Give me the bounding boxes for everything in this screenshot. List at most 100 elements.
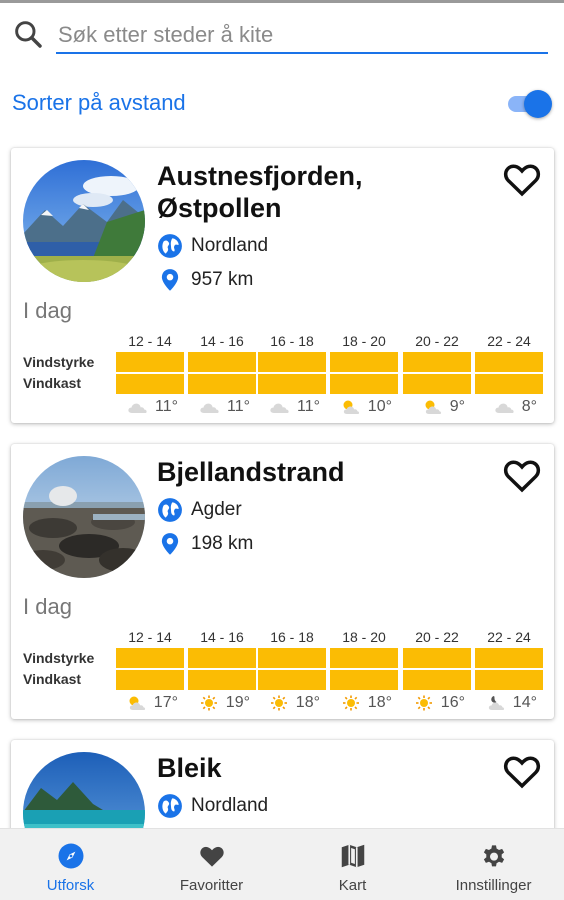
forecast-slot: 22 - 24 8°: [475, 332, 543, 418]
wind-gust-bar: [116, 670, 184, 690]
cloud-icon: [200, 403, 219, 413]
day-label: I dag: [23, 298, 72, 323]
wind-strength-bar: [403, 648, 471, 668]
sun-icon: [342, 695, 359, 711]
spot-card[interactable]: Austnesfjorden, Østpollen Nordland 957 k…: [11, 148, 554, 423]
forecast-slot: 14 - 16 19°: [188, 628, 256, 714]
wind-gust-label: Vindkast: [23, 375, 82, 391]
time-slot-label: 18 - 20: [342, 629, 386, 645]
forecast-slot: 18 - 20 18°: [330, 628, 398, 714]
toggle-thumb: [524, 90, 552, 118]
forecast-slot: 20 - 22 16°: [403, 628, 471, 714]
temperature: 9°: [449, 398, 465, 415]
wind-gust-label: Vindkast: [23, 671, 82, 687]
wind-strength-bar: [116, 648, 184, 668]
wind-strength-bar: [258, 648, 326, 668]
time-slot-label: 16 - 18: [270, 629, 314, 645]
forecast-slot: 22 - 24 14°: [475, 628, 543, 714]
forecast-slot: 14 - 16 11°: [188, 332, 256, 418]
distance-label: 957 km: [191, 269, 254, 290]
nav-label: Innstillinger: [455, 877, 532, 894]
wind-gust-bar: [403, 670, 471, 690]
wind-gust-bar: [403, 374, 471, 394]
gear-icon: [483, 845, 505, 867]
wind-strength-label: Vindstyrke: [23, 354, 95, 370]
wind-gust-bar: [475, 374, 543, 394]
temperature: 10°: [367, 398, 392, 415]
nav-innstillinger[interactable]: Innstillinger: [423, 829, 564, 900]
temperature: 16°: [440, 694, 465, 711]
temperature: 17°: [153, 694, 178, 711]
wind-gust-bar: [258, 374, 326, 394]
search-bar: [10, 14, 554, 58]
sun-icon: [200, 695, 217, 711]
time-slot-label: 18 - 20: [342, 333, 386, 349]
compass-icon: [58, 843, 84, 869]
wind-strength-bar: [475, 648, 543, 668]
location-pin-icon: [161, 269, 179, 291]
nav-label: Favoritter: [179, 877, 244, 894]
forecast-slot: 16 - 18 18°: [258, 628, 326, 714]
sort-by-distance-toggle[interactable]: [504, 90, 552, 118]
nav-utforsk[interactable]: Utforsk: [0, 829, 141, 900]
time-slot-label: 12 - 14: [128, 333, 172, 349]
wind-strength-bar: [330, 352, 398, 372]
globe-icon: [158, 498, 182, 522]
location-pin-icon: [161, 533, 179, 555]
forecast-slot: 12 - 14 17°: [116, 628, 184, 714]
temperature: 11°: [226, 398, 250, 415]
search-input[interactable]: [56, 18, 548, 54]
time-slot-label: 20 - 22: [415, 629, 459, 645]
forecast-slot: 20 - 22 9°: [403, 332, 471, 418]
forecast-row-labels: Vindstyrke Vindkast: [23, 352, 113, 394]
region-label: Nordland: [191, 235, 269, 256]
wind-gust-bar: [188, 374, 256, 394]
region-row: Nordland: [157, 232, 268, 260]
globe-icon: [158, 234, 182, 258]
spot-photo: [23, 160, 145, 282]
time-slot-label: 22 - 24: [487, 333, 531, 349]
sun-icon: [415, 695, 432, 711]
time-slot-label: 20 - 22: [415, 333, 459, 349]
forecast-slot: 18 - 20 10°: [330, 332, 398, 418]
wind-strength-bar: [258, 352, 326, 372]
nav-label: Kart: [338, 877, 367, 894]
distance-row: 198 km: [157, 530, 253, 558]
favorite-heart-icon[interactable]: [500, 158, 544, 200]
sun-icon: [270, 695, 287, 711]
map-icon: [341, 844, 365, 868]
bottom-navigation: Utforsk Favoritter Kart Innstillinger: [0, 828, 564, 900]
nav-favoritter[interactable]: Favoritter: [141, 829, 282, 900]
cloud-icon: [128, 403, 147, 413]
temperature: 11°: [154, 398, 178, 415]
wind-gust-bar: [475, 670, 543, 690]
spot-name: Austnesfjorden, Østpollen: [157, 161, 363, 223]
wind-gust-bar: [330, 374, 398, 394]
region-label: Nordland: [191, 795, 269, 816]
wind-strength-bar: [116, 352, 184, 372]
nav-kart[interactable]: Kart: [282, 829, 423, 900]
time-slot-label: 22 - 24: [487, 629, 531, 645]
wind-gust-bar: [330, 670, 398, 690]
favorite-heart-icon[interactable]: [500, 454, 544, 496]
region-row: Agder: [157, 496, 242, 524]
wind-strength-bar: [330, 648, 398, 668]
temperature: 11°: [296, 398, 320, 415]
search-icon[interactable]: [12, 18, 44, 50]
temperature: 14°: [512, 694, 537, 711]
temperature: 18°: [367, 694, 392, 711]
spot-name: Bleik: [157, 753, 222, 783]
time-slot-label: 16 - 18: [270, 333, 314, 349]
sort-row: Sorter på avstand: [12, 86, 552, 122]
wind-strength-bar: [475, 352, 543, 372]
wind-strength-bar: [188, 648, 256, 668]
forecast-slot: 12 - 14 11°: [116, 332, 184, 418]
time-slot-label: 14 - 16: [200, 629, 244, 645]
favorite-heart-icon[interactable]: [500, 750, 544, 792]
cloud-icon: [495, 403, 514, 413]
time-slot-label: 12 - 14: [128, 629, 172, 645]
wind-strength-bar: [403, 352, 471, 372]
distance-label: 198 km: [191, 533, 254, 554]
spot-card[interactable]: Bjellandstrand Agder 198 km I dag Vindst…: [11, 444, 554, 719]
wind-gust-bar: [116, 374, 184, 394]
